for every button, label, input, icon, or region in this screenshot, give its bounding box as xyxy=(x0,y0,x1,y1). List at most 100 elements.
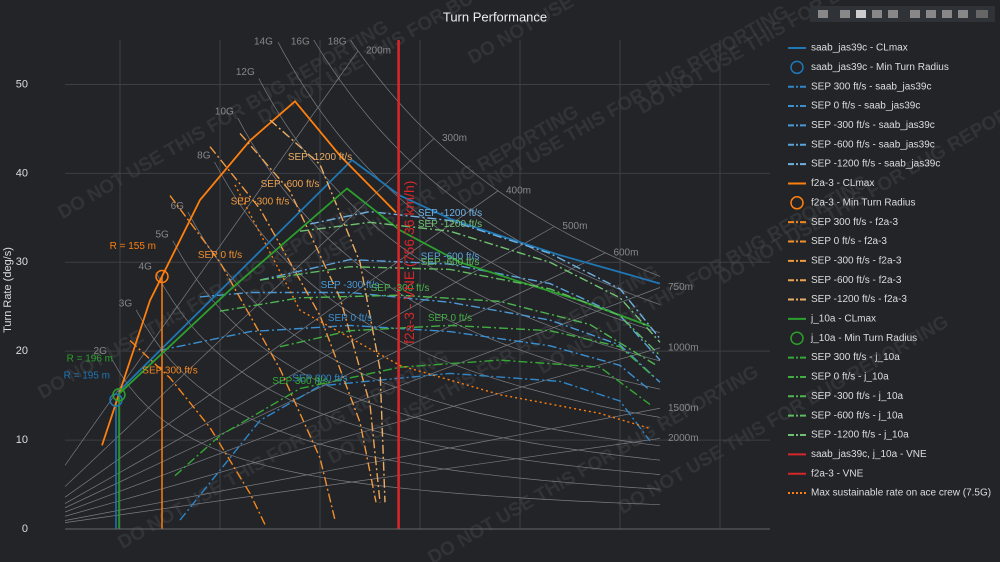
annotations: R = 195 m SEP 300 ft/s SEP 0 ft/s SEP -300 … xyxy=(64,152,482,407)
radius-line xyxy=(65,438,661,523)
g-line-label: 10G xyxy=(215,107,234,118)
sep-label: SEP 0 ft/s xyxy=(198,250,242,261)
sep-label: SEP -600 ft/s xyxy=(421,252,480,263)
radius-line xyxy=(65,287,661,513)
series-line xyxy=(269,119,386,503)
modebar-button[interactable] xyxy=(888,10,898,18)
series-line xyxy=(234,184,651,430)
legend-swatch xyxy=(790,331,804,345)
g-line xyxy=(350,40,661,277)
modebar-button[interactable] xyxy=(926,10,936,18)
legend-label[interactable]: saab_jas39c - CLmax xyxy=(811,43,908,54)
series-line xyxy=(101,100,397,446)
legend-label[interactable]: SEP 0 ft/s - saab_jas39c xyxy=(811,101,920,112)
min-radius-label: R = 196 m xyxy=(67,353,113,364)
min-radius-marker xyxy=(155,269,169,284)
modebar-button[interactable] xyxy=(910,10,920,18)
modebar-button[interactable] xyxy=(856,10,866,18)
series-line xyxy=(169,195,336,521)
sep-label: SEP -600 ft/s xyxy=(261,179,320,190)
legend-label[interactable]: SEP 0 ft/s - j_10a xyxy=(811,372,889,383)
legend-label[interactable]: SEP -600 ft/s - f2a-3 xyxy=(811,275,902,286)
series-line xyxy=(279,324,656,379)
modebar-button[interactable] xyxy=(840,10,850,18)
legend-label[interactable]: SEP -1200 ft/s - saab_jas39c xyxy=(811,159,940,170)
sep-label: SEP -300 ft/s xyxy=(321,280,380,291)
sep-label: SEP 300 ft/s xyxy=(142,365,197,376)
legend-label[interactable]: SEP -300 ft/s - saab_jas39c xyxy=(811,120,935,131)
g-line-label: 12G xyxy=(236,67,255,78)
legend-label[interactable]: saab_jas39c - Min Turn Radius xyxy=(811,62,949,73)
legend-label[interactable]: SEP -300 ft/s - j_10a xyxy=(811,391,904,402)
sep-label: SEP -1200 ft/s xyxy=(418,208,482,219)
sep-label: SEP 0 ft/s xyxy=(428,313,472,324)
sep-label: SEP 300 ft/s xyxy=(272,376,327,387)
sep-label: SEP 300 ft/s xyxy=(292,373,347,384)
series-line xyxy=(239,132,381,503)
legend-label[interactable]: SEP -600 ft/s - saab_jas39c xyxy=(811,139,935,150)
y-tick-label: 20 xyxy=(16,345,28,357)
radius-line-label: 300m xyxy=(442,133,467,144)
sep-label: SEP -300 ft/s xyxy=(231,197,290,208)
legend-label[interactable]: SEP -600 ft/s - j_10a xyxy=(811,410,904,421)
sep-label: SEP 0 ft/s xyxy=(328,313,372,324)
g-line-label: 2G xyxy=(94,346,108,357)
radius-line-label: 500m xyxy=(562,221,587,232)
y-tick-label: 40 xyxy=(16,167,28,179)
y-tick-label: 10 xyxy=(16,434,28,446)
legend-label[interactable]: j_10a - CLmax xyxy=(810,314,876,325)
g-line xyxy=(237,117,661,390)
modebar-button[interactable] xyxy=(872,10,882,18)
g-line-label: 3G xyxy=(119,299,133,310)
legend-label[interactable]: j_10a - Min Turn Radius xyxy=(810,333,917,344)
legend-label[interactable]: Max sustainable rate on ace crew (7.5G) xyxy=(811,488,991,499)
legend-label[interactable]: SEP 300 ft/s - saab_jas39c xyxy=(811,81,931,92)
radius-line-label: 400m xyxy=(506,185,531,196)
radius-line xyxy=(65,190,499,498)
legend-label[interactable]: f2a-3 - Min Turn Radius xyxy=(811,197,916,208)
legend-label[interactable]: saab_jas39c, j_10a - VNE xyxy=(811,449,927,460)
sep-label: SEP -1200 ft/s xyxy=(418,219,482,230)
series-line xyxy=(299,221,661,343)
y-tick-label: 50 xyxy=(16,78,28,90)
min-radius-marker xyxy=(112,387,126,402)
legend-label[interactable]: f2a-3 - CLmax xyxy=(811,178,874,189)
series-line xyxy=(174,359,651,477)
legend-label[interactable]: SEP -300 ft/s - f2a-3 xyxy=(811,255,902,266)
legend-label[interactable]: f2a-3 - VNE xyxy=(811,468,864,479)
g-line xyxy=(277,42,661,334)
min-radius-label: R = 155 m xyxy=(110,241,156,252)
legend-label[interactable]: SEP 0 ft/s - f2a-3 xyxy=(811,236,887,247)
radius-line-label: 2000m xyxy=(668,433,699,444)
radius-line xyxy=(65,407,661,521)
modebar-button[interactable] xyxy=(958,10,968,18)
modebar-button[interactable] xyxy=(976,10,988,18)
g-line-label: 8G xyxy=(197,151,211,162)
modebar-button[interactable] xyxy=(818,10,828,18)
series-line xyxy=(219,294,656,366)
legend-label[interactable]: SEP 300 ft/s - f2a-3 xyxy=(811,217,899,228)
radius-line-label: 1000m xyxy=(668,343,699,354)
g-line xyxy=(313,40,661,305)
chart-title: Turn Performance xyxy=(443,9,547,24)
series-line xyxy=(129,339,266,525)
radius-line xyxy=(65,138,435,487)
y-tick-label: 0 xyxy=(22,523,28,535)
g-line xyxy=(214,161,661,418)
y-tick-label: 30 xyxy=(16,256,28,268)
radius-line-label: 600m xyxy=(613,248,638,259)
legend: saab_jas39c - CLmax saab_jas39c - Min Tur… xyxy=(788,43,991,499)
y-axis-title: Turn Rate (deg/s) xyxy=(2,247,14,333)
g-line xyxy=(155,272,661,475)
g-line-label: 14G xyxy=(254,37,273,48)
plot-area xyxy=(101,40,661,529)
legend-label[interactable]: SEP -1200 ft/s - f2a-3 xyxy=(811,294,907,305)
legend-label[interactable]: SEP -1200 ft/s - j_10a xyxy=(811,430,909,441)
modebar-button[interactable] xyxy=(942,10,952,18)
grid-layer: 0 10 20 30 40 50 xyxy=(16,40,770,535)
legend-label[interactable]: SEP 300 ft/s - j_10a xyxy=(811,352,900,363)
sep-label: SEP -600 ft/s xyxy=(421,257,480,268)
series-line xyxy=(117,187,651,396)
